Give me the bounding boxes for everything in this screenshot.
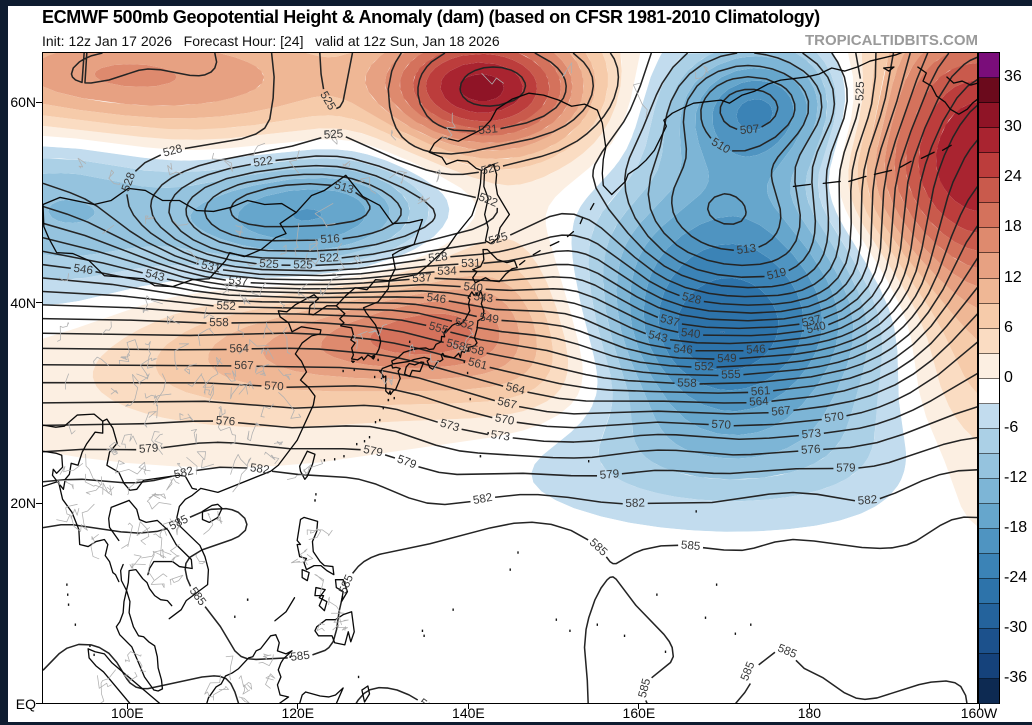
svg-text:576: 576 xyxy=(801,443,821,457)
svg-text:567: 567 xyxy=(771,404,792,419)
svg-text:558: 558 xyxy=(209,316,228,329)
svg-text:582: 582 xyxy=(857,493,877,508)
svg-text:525: 525 xyxy=(487,230,509,248)
svg-text:549: 549 xyxy=(479,310,500,326)
svg-text:519: 519 xyxy=(766,265,788,282)
svg-text:513: 513 xyxy=(333,179,355,197)
svg-text:579: 579 xyxy=(599,467,619,482)
svg-text:522: 522 xyxy=(477,190,500,209)
svg-text:570: 570 xyxy=(494,411,516,428)
svg-text:507: 507 xyxy=(739,122,760,137)
svg-text:531: 531 xyxy=(478,122,499,137)
svg-text:579: 579 xyxy=(138,441,158,455)
svg-text:573: 573 xyxy=(801,427,822,442)
svg-text:585: 585 xyxy=(416,696,439,704)
svg-text:558: 558 xyxy=(677,376,697,390)
svg-text:585: 585 xyxy=(776,642,799,661)
svg-text:528: 528 xyxy=(162,142,184,159)
svg-text:531: 531 xyxy=(200,258,222,275)
svg-text:525: 525 xyxy=(293,258,312,271)
svg-text:531: 531 xyxy=(461,257,481,271)
svg-text:525: 525 xyxy=(259,257,279,271)
svg-text:579: 579 xyxy=(395,452,418,471)
svg-text:552: 552 xyxy=(216,299,236,313)
svg-text:582: 582 xyxy=(249,461,270,476)
svg-text:528: 528 xyxy=(119,171,138,194)
svg-text:567: 567 xyxy=(496,395,518,412)
svg-text:585: 585 xyxy=(290,649,311,664)
svg-text:543: 543 xyxy=(473,290,494,305)
svg-text:513: 513 xyxy=(736,242,757,257)
svg-text:552: 552 xyxy=(694,360,714,373)
svg-text:552: 552 xyxy=(453,315,475,332)
svg-text:573: 573 xyxy=(490,428,511,444)
svg-text:576: 576 xyxy=(215,414,235,428)
svg-text:537: 537 xyxy=(801,313,823,330)
svg-text:525: 525 xyxy=(853,81,867,101)
svg-text:564: 564 xyxy=(749,395,770,409)
svg-text:585: 585 xyxy=(636,677,653,699)
svg-text:516: 516 xyxy=(320,232,340,246)
svg-text:570: 570 xyxy=(264,379,285,393)
svg-text:579: 579 xyxy=(362,443,384,460)
svg-text:540: 540 xyxy=(463,280,484,295)
svg-text:546: 546 xyxy=(746,343,766,357)
svg-text:570: 570 xyxy=(711,418,732,432)
svg-text:564: 564 xyxy=(229,342,249,356)
svg-text:522: 522 xyxy=(252,154,273,170)
svg-text:567: 567 xyxy=(234,359,254,372)
svg-text:525: 525 xyxy=(480,160,502,178)
svg-text:540: 540 xyxy=(680,326,701,341)
svg-text:543: 543 xyxy=(647,328,669,345)
svg-text:555: 555 xyxy=(427,319,449,337)
svg-text:546: 546 xyxy=(426,291,447,306)
svg-text:582: 582 xyxy=(625,497,645,510)
svg-text:582: 582 xyxy=(173,464,195,481)
svg-text:573: 573 xyxy=(439,416,461,434)
svg-text:528: 528 xyxy=(428,250,449,265)
svg-text:555: 555 xyxy=(721,368,741,382)
svg-text:579: 579 xyxy=(836,461,856,474)
svg-text:528: 528 xyxy=(681,290,703,307)
svg-text:540: 540 xyxy=(805,319,827,336)
svg-text:546: 546 xyxy=(73,262,94,278)
svg-text:525: 525 xyxy=(323,127,343,141)
svg-text:558: 558 xyxy=(445,336,467,354)
svg-text:582: 582 xyxy=(472,491,493,507)
svg-text:537: 537 xyxy=(659,312,681,330)
svg-text:537: 537 xyxy=(412,271,432,285)
svg-text:585: 585 xyxy=(680,538,701,553)
svg-text:561: 561 xyxy=(750,384,770,398)
svg-text:558: 558 xyxy=(464,341,486,358)
svg-text:564: 564 xyxy=(504,380,527,397)
svg-text:546: 546 xyxy=(673,342,694,357)
svg-text:570: 570 xyxy=(824,409,846,425)
svg-text:534: 534 xyxy=(437,264,457,277)
svg-text:543: 543 xyxy=(144,267,166,284)
svg-text:522: 522 xyxy=(319,251,339,265)
svg-text:561: 561 xyxy=(467,355,489,372)
svg-text:549: 549 xyxy=(717,352,737,365)
svg-text:537: 537 xyxy=(228,274,249,289)
